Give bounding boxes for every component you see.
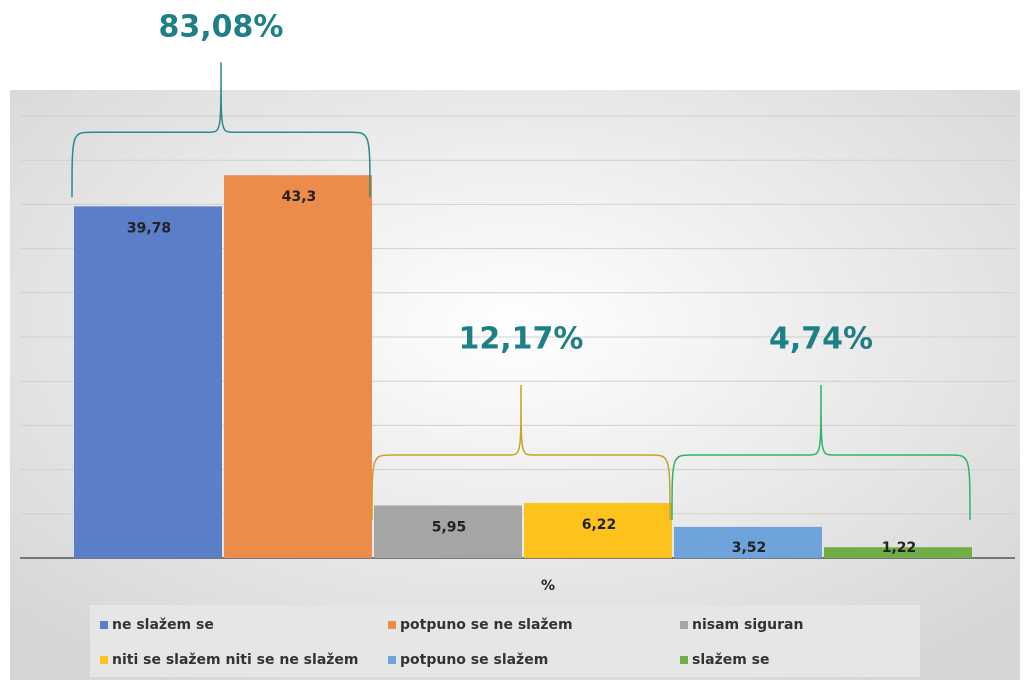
legend-label: potpuno se slažem — [400, 652, 548, 668]
legend-box — [90, 605, 920, 677]
annotation: 12,17% — [459, 322, 584, 357]
brace — [671, 384, 971, 521]
data-label: 6,22 — [582, 517, 617, 533]
bar — [224, 175, 372, 558]
legend-label: nisam siguran — [692, 617, 803, 633]
data-label: 39,78 — [127, 220, 171, 236]
legend-swatch — [680, 656, 688, 664]
bar — [374, 505, 522, 558]
legend-label: niti se slažem niti se ne slažem — [112, 652, 359, 668]
data-label: 43,3 — [282, 189, 317, 205]
legend-label: slažem se — [692, 652, 770, 668]
data-label: 1,22 — [882, 540, 917, 556]
data-label: 5,95 — [432, 519, 467, 535]
brace — [71, 62, 371, 198]
legend-swatch — [388, 656, 396, 664]
x-tick-label: % — [541, 578, 555, 594]
annotation: 83,08% — [159, 10, 284, 45]
legend-label: potpuno se ne slažem — [400, 617, 573, 633]
annotation: 4,74% — [769, 322, 873, 357]
brace — [371, 384, 671, 521]
legend-label: ne slažem se — [112, 617, 214, 633]
bar — [74, 206, 222, 559]
legend-swatch — [100, 621, 108, 629]
bar — [824, 547, 972, 558]
data-label: 3,52 — [732, 540, 767, 556]
bar — [674, 526, 822, 558]
legend-swatch — [388, 621, 396, 629]
legend-swatch — [100, 656, 108, 664]
bar — [524, 503, 672, 558]
legend-swatch — [680, 621, 688, 629]
